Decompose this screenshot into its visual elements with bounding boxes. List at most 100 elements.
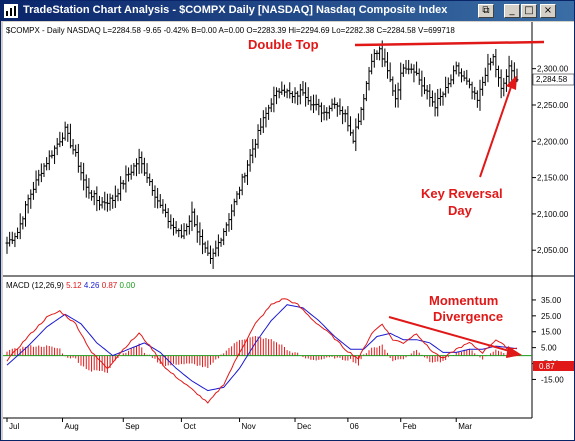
price-bar xyxy=(134,158,138,177)
macd-value: 5.12 xyxy=(66,281,82,290)
price-bar xyxy=(243,172,247,183)
price-bar xyxy=(92,190,96,206)
price-bar xyxy=(68,123,72,149)
price-bar xyxy=(341,106,345,125)
maximize-button[interactable]: □ xyxy=(521,4,537,18)
price-bar xyxy=(264,107,268,128)
price-bar xyxy=(415,61,419,76)
price-bar xyxy=(177,228,181,238)
price-bar xyxy=(504,69,508,92)
price-bar xyxy=(140,151,144,174)
macd-tick-label: 5.00 xyxy=(541,344,557,353)
time-tick-label: 06 xyxy=(350,422,359,431)
price-bar xyxy=(206,240,210,256)
close-button[interactable]: × xyxy=(540,4,556,18)
price-bar xyxy=(383,48,387,67)
price-bar xyxy=(333,97,337,109)
key-reversal-label-line1: Key Reversal xyxy=(421,186,503,201)
time-tick-label: Mar xyxy=(458,422,472,431)
price-bar xyxy=(90,190,94,201)
price-bar xyxy=(142,157,146,176)
momentum-label-line1: Momentum xyxy=(429,293,498,308)
price-bar xyxy=(76,143,80,173)
price-tick-label: 2,150.00 xyxy=(537,174,569,183)
price-bar xyxy=(362,94,366,121)
price-bar xyxy=(82,162,86,191)
macd-header-name: MACD xyxy=(6,281,30,290)
price-bar xyxy=(433,92,437,117)
price-bar xyxy=(510,60,514,81)
price-bar xyxy=(288,82,292,99)
price-bar xyxy=(465,69,469,85)
time-tick-label: Nov xyxy=(242,422,256,431)
price-bar xyxy=(113,185,117,208)
price-bar xyxy=(58,131,62,148)
price-bar xyxy=(84,174,88,198)
price-bar xyxy=(100,196,104,209)
price-bar xyxy=(39,163,43,183)
price-bar xyxy=(494,48,498,78)
price-bar xyxy=(37,169,41,186)
price-bar xyxy=(203,241,207,253)
price-bar xyxy=(132,163,136,176)
price-bar xyxy=(47,150,51,171)
restore-button[interactable]: ⧉ xyxy=(478,4,494,18)
price-bar xyxy=(314,94,318,111)
price-bar xyxy=(23,201,27,227)
price-bar xyxy=(393,84,397,108)
price-bar xyxy=(224,222,228,236)
price-bar xyxy=(378,46,382,61)
price-bar xyxy=(444,76,448,98)
price-bar xyxy=(272,86,276,113)
price-bar xyxy=(372,49,376,68)
price-bar xyxy=(285,88,289,99)
time-tick-label: Sep xyxy=(125,422,140,431)
price-bar xyxy=(282,84,286,97)
price-bar xyxy=(436,89,440,117)
price-bar xyxy=(214,240,218,257)
price-bar xyxy=(261,110,265,134)
price-axis-ticks: 2,300.00 2,250.00 2,200.00 2,150.00 2,100.00… xyxy=(532,65,569,255)
price-bar xyxy=(364,81,368,102)
price-bar xyxy=(399,62,403,100)
minimize-button[interactable]: _ xyxy=(504,4,520,18)
price-bar xyxy=(462,70,466,82)
price-bar xyxy=(105,193,109,212)
macd-lines xyxy=(3,298,532,404)
price-bar xyxy=(29,189,33,209)
price-bar xyxy=(240,173,244,196)
price-bar xyxy=(401,63,405,77)
price-bar xyxy=(475,90,479,108)
price-bar xyxy=(280,81,284,95)
price-and-macd-chart[interactable]: $COMPX - Daily NASDAQ L=2284.58 -9.65 -0… xyxy=(3,22,574,440)
price-bar xyxy=(306,87,310,105)
price-bar xyxy=(409,63,413,74)
signal-line xyxy=(6,304,518,392)
price-bar xyxy=(335,102,339,117)
price-bar xyxy=(430,90,434,107)
price-bar xyxy=(66,123,70,142)
price-bar xyxy=(267,104,271,120)
price-bar xyxy=(481,76,485,96)
price-bar xyxy=(428,84,432,107)
price-bar xyxy=(45,157,49,171)
price-bar xyxy=(317,98,321,116)
price-panel-header: $COMPX - Daily NASDAQ L=2284.58 -9.65 -0… xyxy=(6,26,455,35)
price-bar xyxy=(478,79,482,111)
price-bar xyxy=(248,149,252,172)
price-bar xyxy=(256,124,260,149)
price-bar xyxy=(34,170,38,194)
plot-area[interactable]: $COMPX - Daily NASDAQ L=2284.58 -9.65 -0… xyxy=(3,22,574,440)
price-bar xyxy=(449,74,453,88)
macd-line xyxy=(6,298,518,404)
price-bar xyxy=(31,181,35,200)
price-bar xyxy=(502,77,506,97)
price-bar xyxy=(235,191,239,206)
price-bar xyxy=(150,178,154,196)
price-bar xyxy=(5,236,9,254)
price-bar xyxy=(87,178,91,199)
price-bar xyxy=(499,69,503,99)
price-bar xyxy=(269,98,273,113)
title-bar[interactable]: TradeStation Chart Analysis - $COMPX Dai… xyxy=(1,1,574,21)
price-bar xyxy=(119,176,123,201)
